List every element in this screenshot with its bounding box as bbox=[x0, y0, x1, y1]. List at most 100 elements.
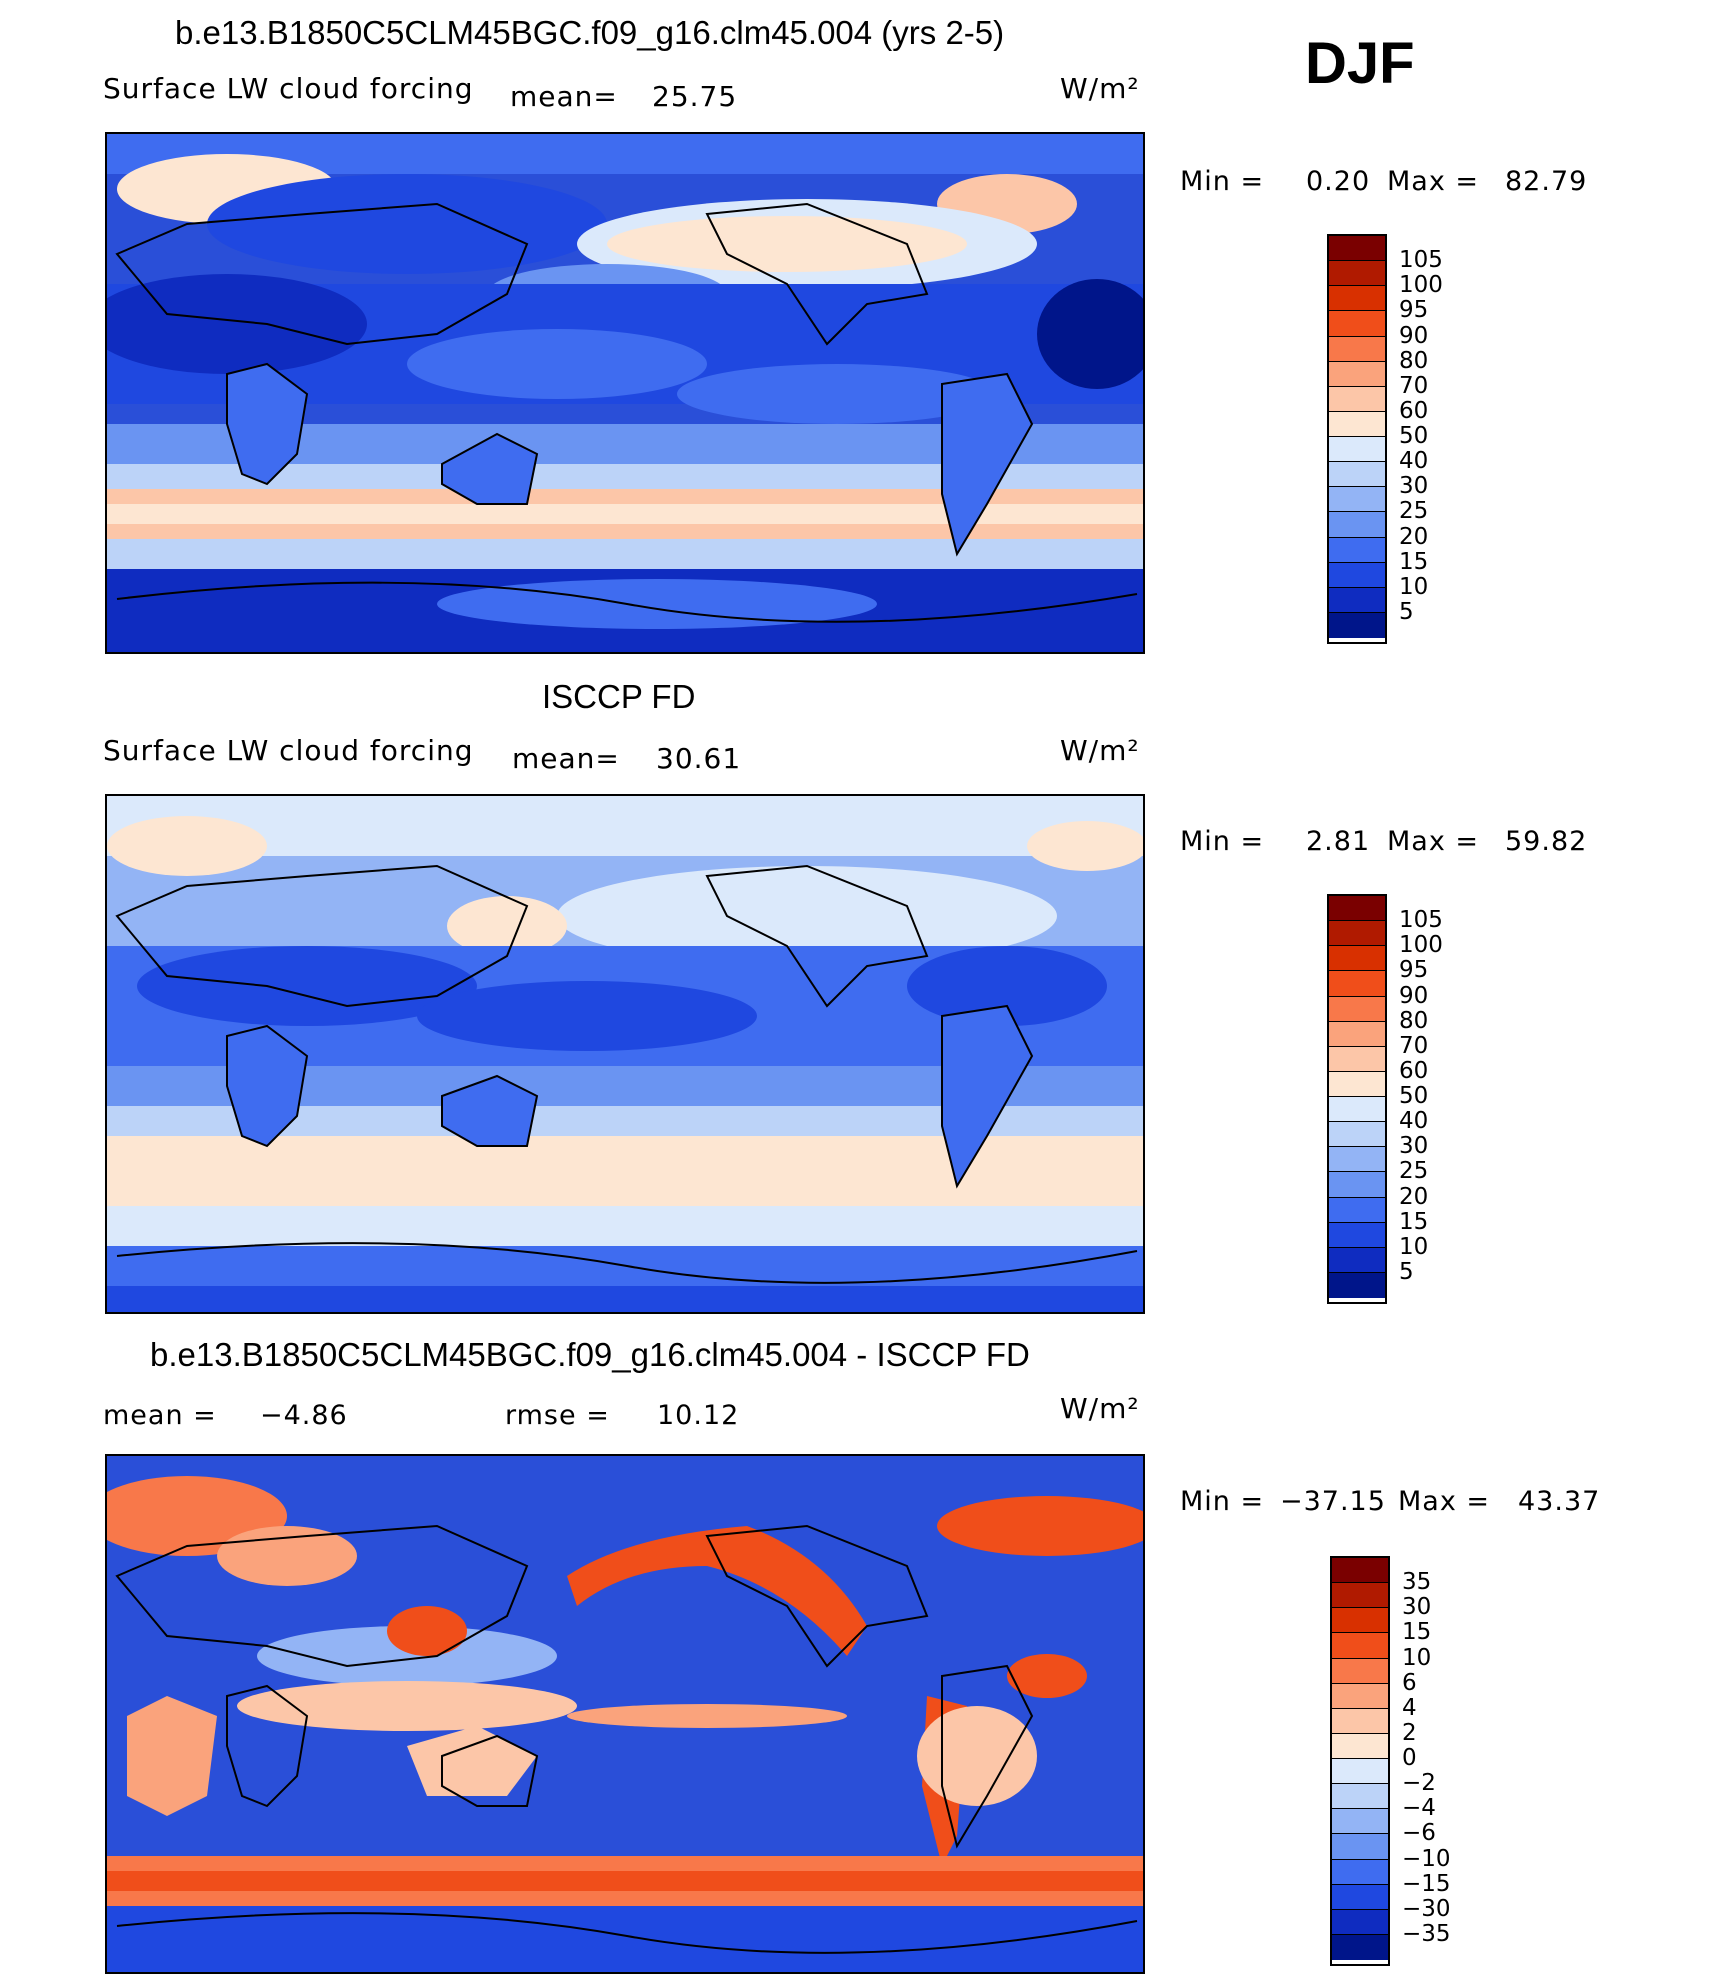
colorbar-tick-label: −2 bbox=[1402, 1770, 1436, 1797]
colorbar-tick-label: −6 bbox=[1402, 1820, 1436, 1847]
colorbar-tick-label: −30 bbox=[1402, 1895, 1451, 1922]
colorbar-tick-label: 30 bbox=[1402, 1594, 1432, 1621]
colorbar-cell bbox=[1329, 562, 1385, 588]
colorbar-tick-label: 90 bbox=[1399, 982, 1429, 1009]
colorbar-tick-label: 50 bbox=[1399, 423, 1429, 449]
colorbar-cell bbox=[1329, 512, 1385, 538]
colorbar-cell bbox=[1329, 896, 1385, 922]
panel3-min-value: −37.15 bbox=[1280, 1486, 1386, 1517]
panel1-map bbox=[105, 132, 1145, 654]
colorbar-cell bbox=[1329, 261, 1385, 287]
colorbar-tick-label: 30 bbox=[1399, 1133, 1429, 1160]
colorbar-tick-label: 35 bbox=[1402, 1569, 1432, 1596]
colorbar-tick-label: 100 bbox=[1399, 932, 1443, 959]
panel2-variable: Surface LW cloud forcing bbox=[103, 734, 474, 767]
colorbar-cell bbox=[1332, 1909, 1388, 1935]
colorbar-cell bbox=[1329, 587, 1385, 613]
colorbar-tick-label: 105 bbox=[1399, 907, 1443, 934]
colorbar-cell bbox=[1329, 1046, 1385, 1072]
colorbar-cell bbox=[1329, 487, 1385, 513]
colorbar-cell bbox=[1332, 1834, 1388, 1860]
colorbar-tick-label: 60 bbox=[1399, 397, 1429, 424]
colorbar-tick-label: 20 bbox=[1399, 523, 1429, 550]
colorbar-tick-label: 30 bbox=[1399, 473, 1429, 500]
colorbar-tick-label: 90 bbox=[1399, 322, 1429, 349]
panel3-map bbox=[105, 1454, 1145, 1974]
colorbar-tick-label: −4 bbox=[1402, 1795, 1436, 1822]
panel3-max-value: 43.37 bbox=[1518, 1486, 1601, 1517]
colorbar-tick-label: 50 bbox=[1399, 1083, 1429, 1109]
colorbar-tick-label: 95 bbox=[1399, 957, 1429, 984]
colorbar-tick-label: 15 bbox=[1399, 548, 1429, 575]
colorbar-tick-label: 80 bbox=[1399, 1007, 1429, 1034]
colorbar-cell bbox=[1329, 1272, 1385, 1298]
panel3-mean-value: −4.86 bbox=[260, 1400, 348, 1431]
colorbar-cell bbox=[1329, 1147, 1385, 1173]
panel3-max-label: Max = bbox=[1398, 1486, 1491, 1517]
colorbar-cell bbox=[1329, 1222, 1385, 1248]
colorbar-cell bbox=[1332, 1784, 1388, 1810]
colorbar-tick-label: 95 bbox=[1399, 297, 1429, 324]
colorbar-cell bbox=[1329, 236, 1385, 262]
colorbar-cell bbox=[1329, 411, 1385, 437]
colorbar-cell bbox=[1332, 1859, 1388, 1885]
panel1-min-label: Min = bbox=[1180, 166, 1265, 197]
colorbar-tick-label: −10 bbox=[1402, 1845, 1451, 1872]
colorbar-tick-label: 10 bbox=[1399, 1233, 1429, 1260]
panel3-rmse-label: rmse = bbox=[505, 1400, 610, 1431]
colorbar-cell bbox=[1329, 946, 1385, 972]
colorbar-tick-label: 40 bbox=[1399, 448, 1429, 475]
colorbar-tick-label: 40 bbox=[1399, 1108, 1429, 1135]
colorbar-tick-label: 70 bbox=[1399, 1032, 1429, 1059]
colorbar-tick-label: 5 bbox=[1399, 598, 1414, 625]
colorbar-tick-label: 100 bbox=[1399, 272, 1443, 299]
panel1-mean-label: mean= bbox=[510, 80, 618, 113]
panel1-variable: Surface LW cloud forcing bbox=[103, 72, 474, 105]
panel3-title: b.e13.B1850C5CLM45BGC.f09_g16.clm45.004 … bbox=[150, 1336, 1030, 1373]
colorbar-cell bbox=[1329, 1021, 1385, 1047]
colorbar-tick-label: 105 bbox=[1399, 247, 1443, 274]
panel3-units: W/m² bbox=[1060, 1392, 1140, 1425]
panel3-mean-label: mean = bbox=[103, 1400, 217, 1431]
colorbar-tick-label: 15 bbox=[1399, 1208, 1429, 1235]
panel1-colorbar bbox=[1327, 234, 1387, 644]
colorbar-cell bbox=[1329, 1172, 1385, 1198]
colorbar-cell bbox=[1332, 1658, 1388, 1684]
colorbar-tick-label: 25 bbox=[1399, 498, 1429, 525]
colorbar-tick-label: 10 bbox=[1402, 1644, 1432, 1671]
colorbar-cell bbox=[1329, 386, 1385, 412]
colorbar-tick-label: 60 bbox=[1399, 1057, 1429, 1084]
panel1-units: W/m² bbox=[1060, 72, 1140, 105]
colorbar-tick-label: −35 bbox=[1402, 1920, 1451, 1947]
panel2-min-label: Min = bbox=[1180, 826, 1265, 857]
colorbar-tick-label: −15 bbox=[1402, 1870, 1451, 1897]
colorbar-cell bbox=[1332, 1633, 1388, 1659]
panel3-rmse-value: 10.12 bbox=[657, 1400, 740, 1431]
colorbar-cell bbox=[1332, 1708, 1388, 1734]
colorbar-tick-label: 2 bbox=[1402, 1719, 1417, 1746]
colorbar-cell bbox=[1329, 537, 1385, 563]
panel3-min-label: Min = bbox=[1180, 1486, 1265, 1517]
colorbar-cell bbox=[1332, 1683, 1388, 1709]
colorbar-cell bbox=[1329, 286, 1385, 312]
panel1-title: b.e13.B1850C5CLM45BGC.f09_g16.clm45.004 … bbox=[175, 14, 1005, 51]
colorbar-cell bbox=[1332, 1809, 1388, 1835]
colorbar-tick-label: 20 bbox=[1399, 1183, 1429, 1210]
colorbar-cell bbox=[1329, 971, 1385, 997]
panel1-max-value: 82.79 bbox=[1505, 166, 1588, 197]
colorbar-tick-label: 4 bbox=[1402, 1694, 1417, 1721]
colorbar-cell bbox=[1329, 1247, 1385, 1273]
colorbar-cell bbox=[1329, 462, 1385, 488]
colorbar-cell bbox=[1329, 996, 1385, 1022]
colorbar-tick-label: 10 bbox=[1399, 573, 1429, 600]
panel1-mean-value: 25.75 bbox=[652, 80, 738, 113]
colorbar-cell bbox=[1329, 311, 1385, 337]
colorbar-tick-label: 5 bbox=[1399, 1258, 1414, 1285]
colorbar-tick-label: 0 bbox=[1402, 1745, 1417, 1771]
colorbar-cell bbox=[1332, 1608, 1388, 1634]
panel2-max-value: 59.82 bbox=[1505, 826, 1588, 857]
colorbar-cell bbox=[1329, 1097, 1385, 1123]
colorbar-tick-label: 70 bbox=[1399, 372, 1429, 399]
colorbar-cell bbox=[1329, 361, 1385, 387]
panel1-min-value: 0.20 bbox=[1306, 166, 1371, 197]
